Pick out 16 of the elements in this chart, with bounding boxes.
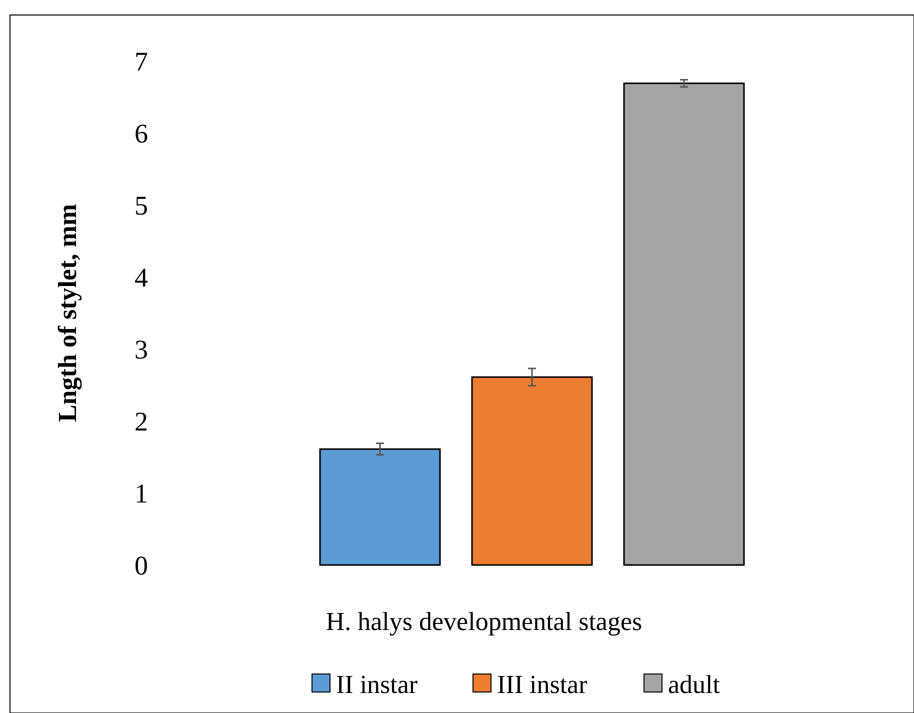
- bar: [623, 82, 745, 566]
- bar: [319, 448, 441, 566]
- legend-label: adult: [668, 670, 721, 700]
- y-axis-title: Lngth of stylet, mm: [53, 204, 82, 422]
- legend-label: III instar: [497, 670, 588, 700]
- y-tick-label: 5: [134, 190, 148, 220]
- x-axis-title: H. halys developmental stages: [326, 607, 642, 636]
- bar: [471, 376, 593, 566]
- y-tick-label: 0: [134, 550, 148, 580]
- y-tick-label: 6: [134, 118, 148, 148]
- legend-label: II instar: [336, 670, 418, 700]
- y-tick-label: 4: [134, 262, 148, 292]
- y-tick-label: 3: [134, 334, 148, 364]
- y-tick-label: 1: [134, 478, 148, 508]
- y-tick-label: 2: [134, 406, 148, 436]
- y-tick-label: 7: [134, 46, 148, 76]
